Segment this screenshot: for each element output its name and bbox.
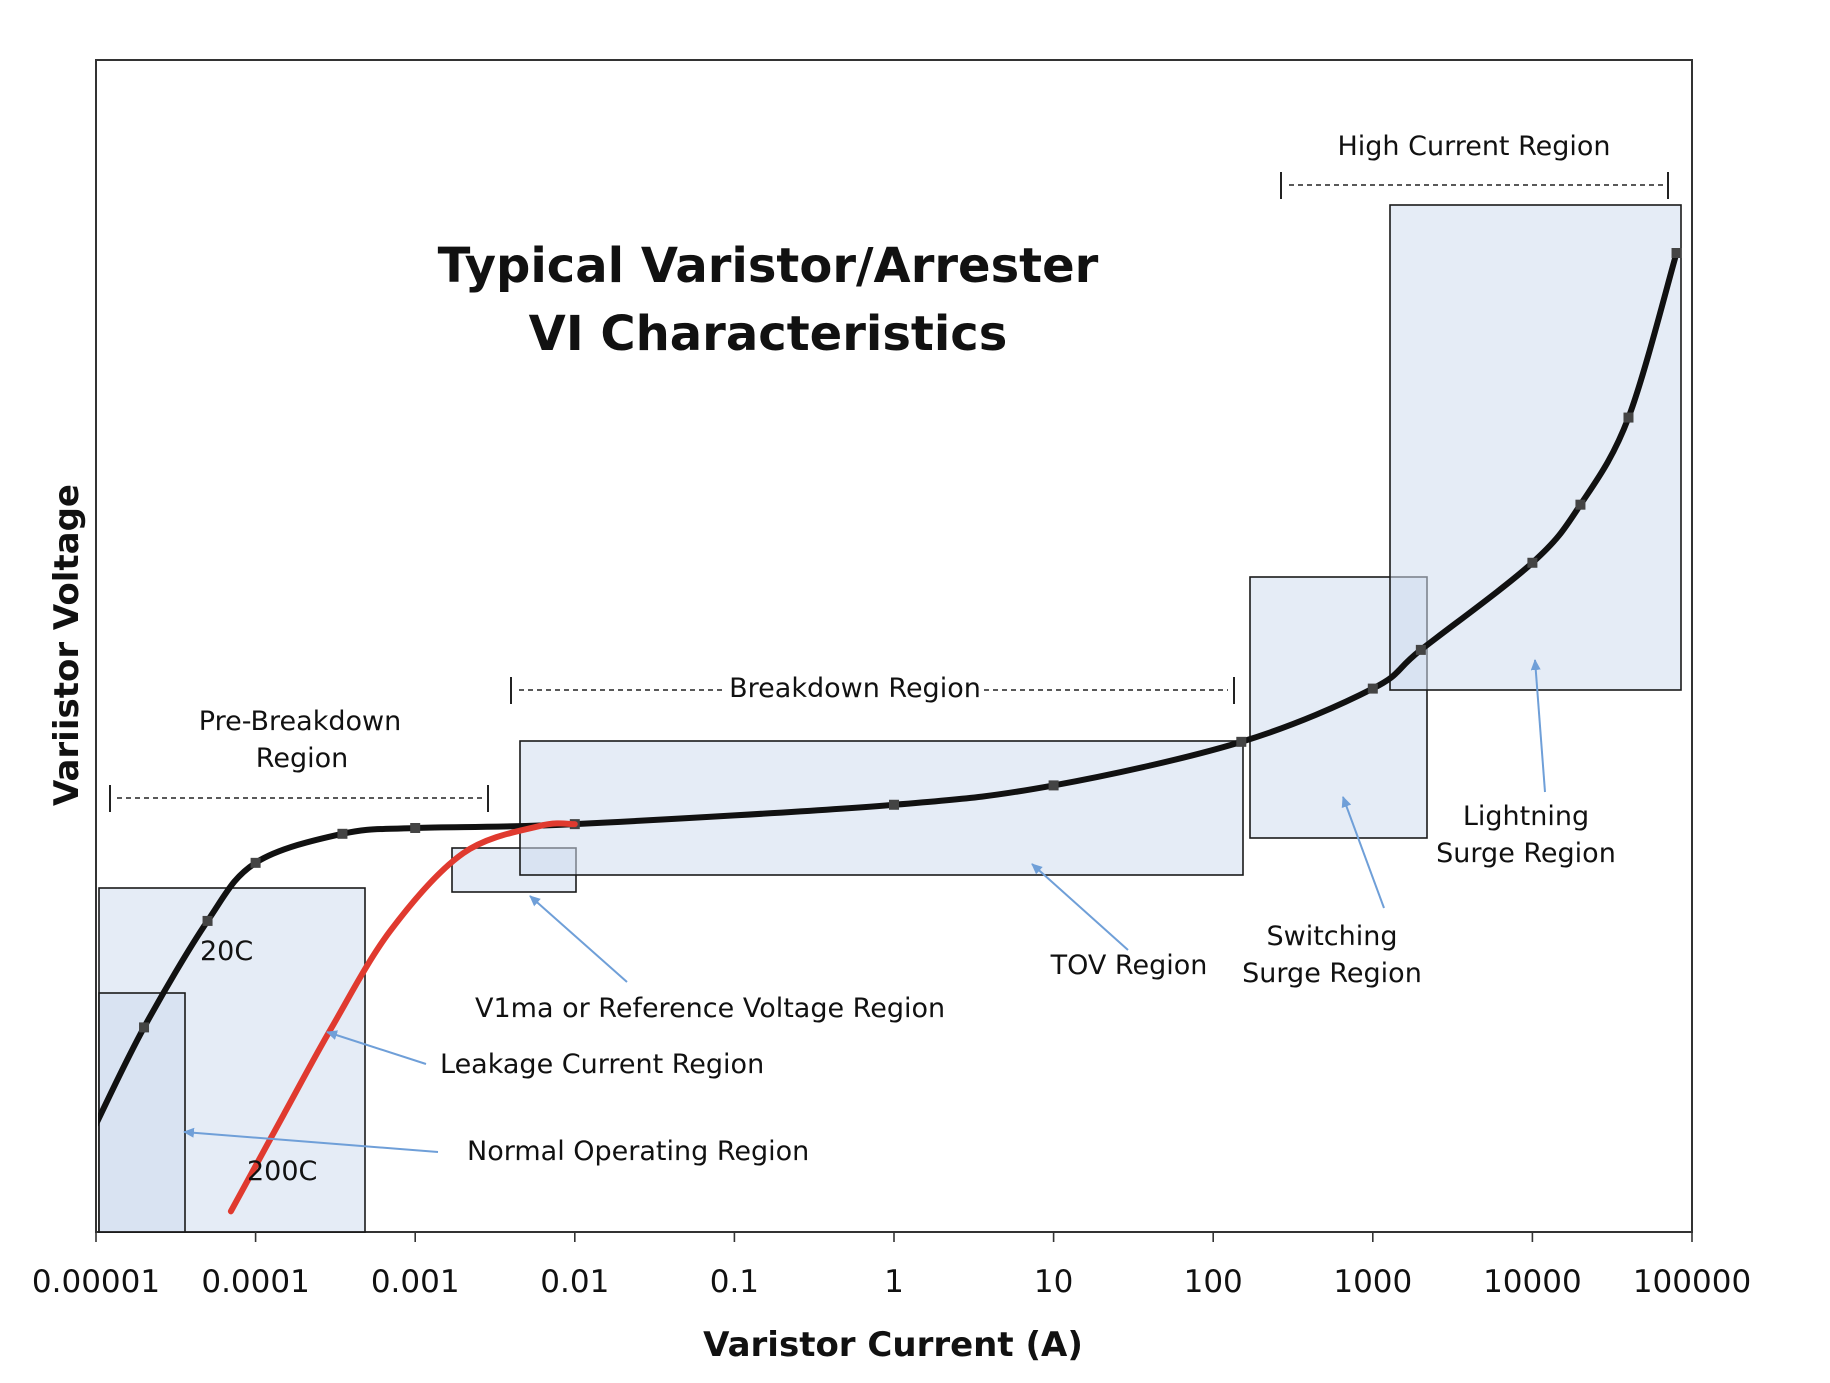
series-point-20c bbox=[1048, 780, 1059, 791]
switching-label-line-2: Surge Region bbox=[1242, 958, 1422, 989]
region-boxes bbox=[98, 204, 1682, 1233]
x-axis-title: Varistor Current (A) bbox=[703, 1325, 1083, 1365]
series-point-20c bbox=[1671, 248, 1682, 258]
lightning-label-line-2: Surge Region bbox=[1436, 838, 1616, 869]
series-line-200c bbox=[227, 820, 578, 1215]
series-line-20c bbox=[98, 250, 1680, 1127]
normal-operating-arrow bbox=[183, 1127, 439, 1153]
x-tick-label: 0.01 bbox=[540, 1264, 609, 1300]
pre-breakdown-bar bbox=[109, 785, 489, 812]
lightning-label-line-1: Lightning bbox=[1463, 801, 1589, 832]
pre-breakdown-label-line-2: Region bbox=[256, 743, 348, 774]
series-point-20c bbox=[202, 915, 213, 926]
breakdown-label: Breakdown Region bbox=[729, 673, 981, 704]
series-point-20c bbox=[410, 822, 421, 833]
pre-breakdown-label-line-1: Pre-Breakdown bbox=[199, 706, 401, 737]
high-current-label: High Current Region bbox=[1337, 131, 1610, 162]
switching-label-line-1: Switching bbox=[1266, 921, 1397, 952]
reference-voltage-label: V1ma or Reference Voltage Region bbox=[475, 993, 945, 1024]
x-tick-label: 1 bbox=[884, 1264, 904, 1300]
series-point-20c bbox=[1575, 499, 1586, 510]
series-point-20c bbox=[1623, 412, 1634, 423]
x-tick-label: 0.0001 bbox=[201, 1264, 309, 1300]
normal-operating-label: Normal Operating Region bbox=[467, 1136, 809, 1167]
series-point-20c bbox=[337, 828, 348, 839]
series-point-20c bbox=[250, 857, 261, 868]
series-point-20c bbox=[1236, 736, 1247, 747]
high-current-bar bbox=[1280, 172, 1669, 199]
series-label-200c: 200C bbox=[247, 1156, 317, 1187]
x-axis-ticks: 0.00001 0.0001 0.001 0.01 0.1 1 10 100 1000 10000… bbox=[32, 1232, 1751, 1300]
leakage-current-label: Leakage Current Region bbox=[440, 1049, 764, 1080]
series-point-20c bbox=[1367, 683, 1378, 694]
series-label-20c: 20C bbox=[200, 936, 253, 967]
y-axis-title: Variistor Voltage bbox=[47, 484, 87, 806]
reference-voltage-arrow bbox=[529, 895, 628, 983]
x-tick-label: 0.1 bbox=[710, 1264, 759, 1300]
x-tick-label: 0.00001 bbox=[32, 1264, 160, 1300]
x-tick-label: 100000 bbox=[1633, 1264, 1751, 1300]
leakage-current-arrow bbox=[326, 1030, 427, 1065]
x-tick-label: 10 bbox=[1034, 1264, 1073, 1300]
x-tick-label: 100 bbox=[1184, 1264, 1243, 1300]
chart-title-line-2: VI Characteristics bbox=[529, 306, 1008, 362]
series-point-20c bbox=[139, 1022, 150, 1033]
chart-title-line-1: Typical Varistor/Arrester bbox=[438, 238, 1099, 294]
x-tick-label: 1000 bbox=[1333, 1264, 1412, 1300]
lightning-arrow bbox=[1530, 659, 1546, 793]
switching-arrow bbox=[1341, 796, 1385, 909]
x-tick-label: 10000 bbox=[1483, 1264, 1582, 1300]
curves bbox=[98, 248, 1682, 1215]
lightning-surge-region-box bbox=[1389, 204, 1682, 691]
series-point-20c bbox=[1527, 557, 1538, 568]
series-point-20c bbox=[889, 799, 899, 810]
annotation-arrows bbox=[183, 659, 1546, 1153]
breakdown-bar bbox=[510, 677, 1235, 704]
tov-arrow bbox=[1031, 863, 1129, 951]
x-tick-label: 0.001 bbox=[371, 1264, 460, 1300]
series-point-20c bbox=[1415, 644, 1426, 655]
tov-label: TOV Region bbox=[1050, 950, 1208, 981]
